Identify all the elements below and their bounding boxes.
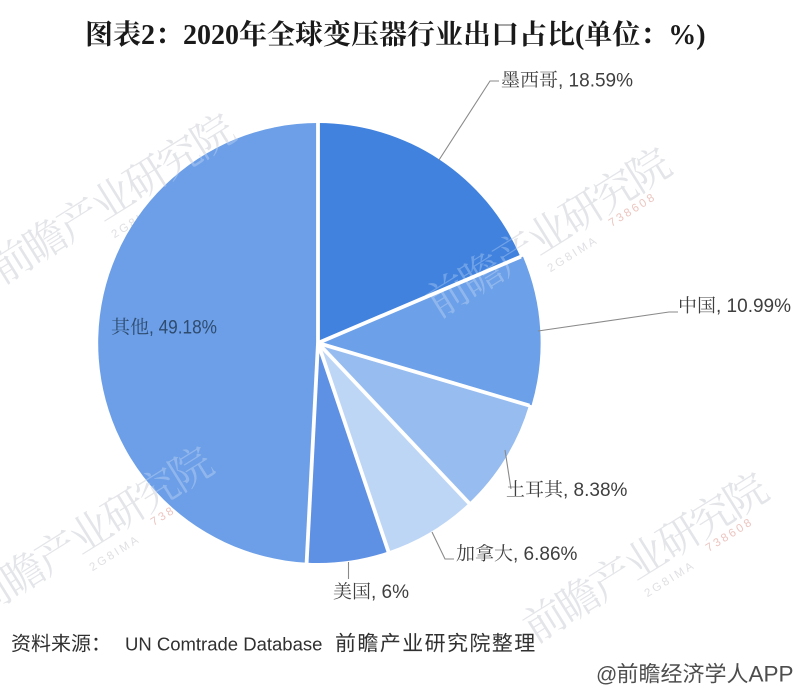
svg-text:@: @: [596, 664, 617, 687]
svg-text:, 49.18%: , 49.18%: [149, 318, 217, 339]
svg-text:APP: APP: [749, 662, 794, 687]
svg-text:, 6.86%: , 6.86%: [513, 544, 578, 565]
svg-text:, 10.99%: , 10.99%: [716, 296, 791, 317]
svg-text:UN Comtrade Database: UN Comtrade Database: [125, 634, 322, 655]
svg-text:2020: 2020: [183, 20, 239, 51]
svg-text:(: (: [575, 20, 584, 51]
svg-text:2: 2: [141, 20, 155, 51]
svg-text:%): %): [668, 20, 705, 51]
svg-text:, 18.59%: , 18.59%: [558, 71, 633, 92]
svg-text:, 8.38%: , 8.38%: [563, 480, 628, 501]
svg-text:, 6%: , 6%: [371, 582, 409, 603]
